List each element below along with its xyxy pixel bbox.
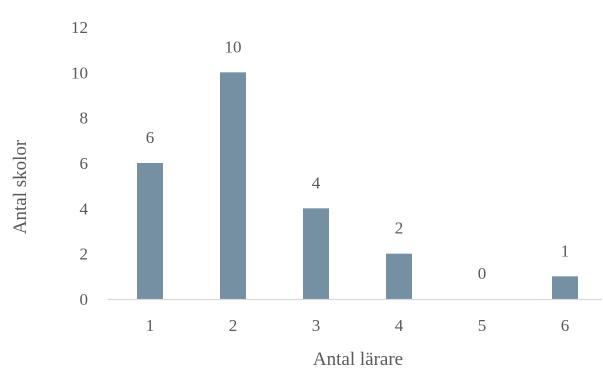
y-tick-label: 2 bbox=[80, 245, 89, 264]
x-tick-label: 3 bbox=[312, 316, 321, 335]
x-axis-title: Antal lärare bbox=[313, 349, 403, 370]
y-tick-label: 10 bbox=[71, 63, 88, 82]
bars bbox=[137, 72, 578, 299]
bar-value-label: 0 bbox=[478, 264, 487, 283]
data-labels: 6 10 4 2 0 1 bbox=[146, 37, 570, 283]
y-tick-label: 4 bbox=[80, 199, 89, 218]
y-tick-label: 12 bbox=[71, 18, 88, 37]
y-tick-label: 8 bbox=[80, 109, 89, 128]
y-tick-label: 0 bbox=[80, 290, 89, 309]
bar bbox=[137, 163, 163, 299]
bar-value-label: 2 bbox=[395, 219, 404, 238]
x-tick-label: 4 bbox=[395, 316, 404, 335]
x-tick-label: 5 bbox=[478, 316, 487, 335]
bar bbox=[386, 253, 412, 299]
bar bbox=[552, 276, 578, 299]
y-axis-title: Antal skolor bbox=[10, 139, 31, 234]
y-axis-ticks: 0 2 4 6 8 10 12 bbox=[71, 18, 89, 309]
bar-value-label: 4 bbox=[312, 173, 321, 192]
x-tick-label: 2 bbox=[229, 316, 238, 335]
x-tick-label: 6 bbox=[561, 316, 570, 335]
x-axis-ticks: 1 2 3 4 5 6 bbox=[146, 316, 570, 335]
bar-value-label: 1 bbox=[561, 241, 570, 260]
bar bbox=[220, 72, 246, 299]
bar-value-label: 6 bbox=[146, 128, 155, 147]
bar-value-label: 10 bbox=[225, 37, 242, 56]
bar bbox=[303, 208, 329, 299]
y-tick-label: 6 bbox=[80, 154, 89, 173]
x-tick-label: 1 bbox=[146, 316, 155, 335]
